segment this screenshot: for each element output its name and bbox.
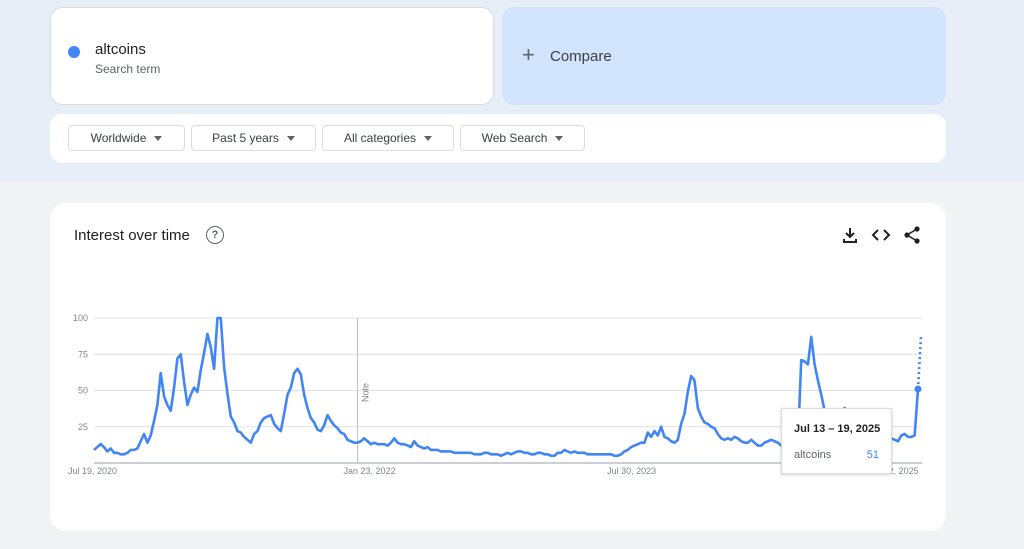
embed-code-icon[interactable] [871, 225, 891, 245]
compare-label: Compare [550, 48, 612, 65]
tooltip-value: 51 [866, 449, 879, 461]
x-tick-label: Feb 2, 2025 [871, 466, 919, 476]
hover-data-point [914, 385, 922, 393]
time-range-filter-label: Past 5 years [212, 131, 279, 145]
x-tick-label: Jul 19, 2020 [68, 466, 117, 476]
interest-over-time-card: Interest over time ? 100 75 50 25 Note Jul 19… [50, 203, 946, 531]
time-range-filter-dropdown[interactable]: Past 5 years [191, 125, 316, 151]
y-tick-label: 100 [73, 313, 88, 323]
help-icon[interactable]: ? [206, 226, 224, 244]
search-term-type: Search term [95, 62, 161, 76]
compare-button[interactable]: + Compare [502, 7, 946, 105]
category-filter-label: All categories [343, 131, 417, 145]
share-icon[interactable] [902, 225, 922, 245]
interest-line-chart[interactable]: 100 75 50 25 Note Jul 19, 2020 Jan 23, 2022 Jul… [50, 203, 946, 531]
dropdown-caret-icon [154, 135, 163, 141]
category-filter-dropdown[interactable]: All categories [322, 125, 454, 151]
term-color-dot [68, 46, 80, 58]
dropdown-caret-icon [286, 135, 295, 141]
chart-title: Interest over time [74, 227, 190, 244]
plus-icon: + [522, 42, 535, 67]
y-tick-label: 25 [78, 422, 88, 432]
x-tick-label: Jul 30, 2023 [607, 466, 656, 476]
filter-bar: Worldwide Past 5 years All categories We… [50, 114, 946, 163]
tooltip-date: Jul 13 – 19, 2025 [794, 423, 881, 435]
note-label: Note [361, 383, 371, 402]
location-filter-dropdown[interactable]: Worldwide [68, 125, 185, 151]
search-type-filter-dropdown[interactable]: Web Search [460, 125, 585, 151]
y-tick-label: 75 [78, 349, 88, 359]
dropdown-caret-icon [424, 135, 433, 141]
series-line-altcoins [93, 316, 920, 458]
tooltip-term: altcoins [794, 449, 832, 461]
location-filter-label: Worldwide [90, 131, 147, 145]
search-type-filter-label: Web Search [481, 131, 548, 145]
dropdown-caret-icon [555, 135, 564, 141]
search-term-label[interactable]: altcoins [95, 41, 146, 58]
projection-dotted-line [916, 336, 923, 390]
search-term-card[interactable]: altcoins Search term [50, 7, 494, 105]
y-tick-label: 50 [78, 386, 88, 396]
x-tick-label: Jan 23, 2022 [344, 466, 396, 476]
download-icon[interactable] [840, 225, 860, 245]
chart-tooltip: Jul 13 – 19, 2025 altcoins 51 [781, 408, 892, 474]
